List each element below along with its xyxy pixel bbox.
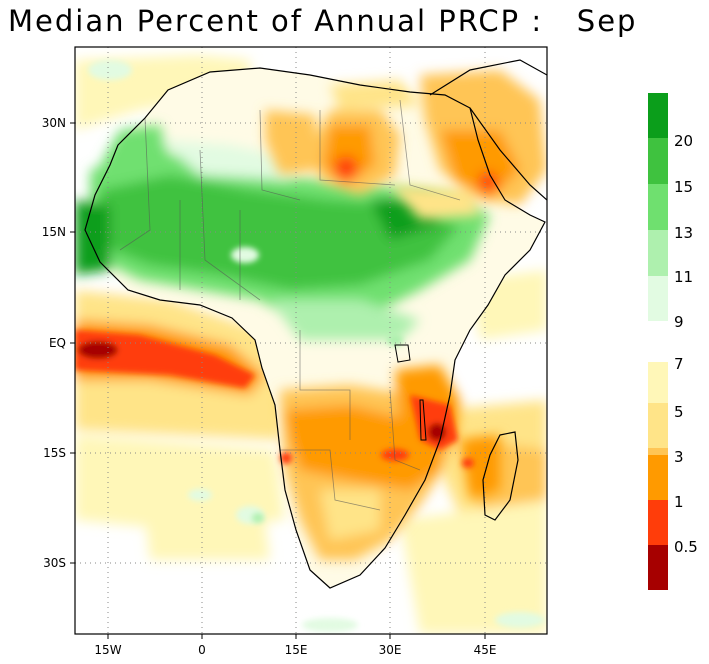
map-title: Median Percent of Annual PRCP : Sep [8, 4, 638, 38]
colorbar-swatch-1 [648, 455, 668, 500]
colorbar-swatch-15 [648, 138, 668, 184]
lon-label-0: 0 [198, 643, 206, 657]
lon-label-15w: 15W [94, 643, 121, 657]
colorbar-upper: 20 15 13 11 9 [648, 93, 693, 331]
colorbar-swatch-min [648, 545, 668, 590]
lat-label-30n: 30N [42, 116, 66, 130]
colorbar-swatch-5 [648, 403, 668, 448]
colorbar-label-13: 13 [674, 224, 693, 242]
colorbar-label-7: 7 [674, 355, 684, 373]
lon-label-15e: 15E [285, 643, 308, 657]
colorbar-label-9: 9 [674, 313, 684, 331]
colorbar-label-15: 15 [674, 178, 693, 196]
colorbar-swatch-0-5 [648, 500, 668, 545]
colorbar-label-11: 11 [674, 268, 693, 286]
colorbar-lower: 7 5 3 1 0.5 [648, 355, 698, 590]
colorbar-swatch-9 [648, 276, 668, 321]
colorbar-label-5: 5 [674, 403, 684, 421]
map-frame [74, 46, 548, 635]
colorbar-label-0-5: 0.5 [674, 538, 698, 556]
colorbar-swatch-7 [648, 362, 668, 403]
precip-field [75, 47, 547, 634]
colorbar-label-20: 20 [674, 132, 693, 150]
colorbar-swatch-3 [648, 448, 668, 455]
lat-label-eq: EQ [49, 336, 66, 350]
lon-label-30e: 30E [379, 643, 402, 657]
colorbar-label-1: 1 [674, 493, 684, 511]
colorbar-swatch-13 [648, 184, 668, 230]
colorbar-swatch-11 [648, 230, 668, 276]
lat-label-15s: 15S [43, 446, 66, 460]
lat-label-30s: 30S [43, 556, 66, 570]
lon-label-45e: 45E [474, 643, 497, 657]
lat-label-15n: 15N [42, 225, 66, 239]
colorbar-swatch-20 [648, 93, 668, 138]
colorbar-label-3: 3 [674, 448, 684, 466]
